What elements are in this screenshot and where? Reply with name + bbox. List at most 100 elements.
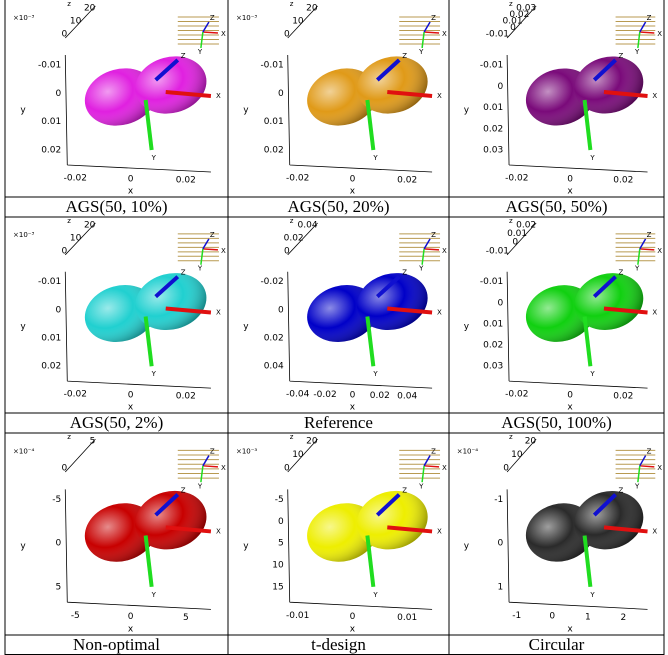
arrow-label: Y bbox=[372, 370, 378, 378]
panel: ×10⁻³20100z-5051015y-0.0100.01xXYZXYZ bbox=[236, 433, 447, 634]
arrow-label: Y bbox=[372, 154, 378, 162]
y-axis-label: y bbox=[20, 541, 26, 551]
scale-label: ×10⁻⁴ bbox=[13, 447, 34, 455]
y-tick-label: 0 bbox=[56, 539, 62, 549]
z-axis-label: z bbox=[509, 217, 513, 225]
arrow-label: X bbox=[652, 527, 657, 535]
x-tick-label: -5 bbox=[71, 611, 80, 621]
y-axis-label: y bbox=[20, 106, 26, 116]
inset-label: Z bbox=[210, 231, 215, 239]
y-tick-label: 0.03 bbox=[483, 146, 503, 156]
caption: Reference bbox=[304, 413, 373, 432]
x-tick-label: 0.02 bbox=[397, 176, 417, 186]
arrow-label: Z bbox=[181, 486, 186, 494]
caption: AGS(50, 2%) bbox=[70, 413, 164, 432]
inset-y bbox=[201, 249, 203, 265]
caption: AGS(50, 10%) bbox=[66, 197, 168, 216]
x-tick-label: 0.02 bbox=[176, 176, 196, 186]
y-tick-label: 10 bbox=[272, 561, 284, 571]
inset-label: Y bbox=[634, 265, 640, 273]
z-tick-label: -0.01 bbox=[486, 30, 509, 40]
inset-label: Y bbox=[418, 48, 424, 56]
y-tick-label: 15 bbox=[272, 582, 283, 592]
inset-y bbox=[638, 249, 640, 265]
x-tick-label: 0 bbox=[350, 391, 356, 401]
z-tick-label: 0 bbox=[284, 246, 290, 256]
arrow-label: Y bbox=[589, 370, 595, 378]
arrow-label: Y bbox=[151, 370, 157, 378]
x-tick-label: 0 bbox=[128, 391, 134, 401]
x-tick-label: 0.02 bbox=[613, 392, 633, 402]
x-tick-label: 0 bbox=[549, 612, 555, 622]
panel: 0.020.010-0.01z-0.0100.010.020.03y-0.020… bbox=[464, 217, 662, 413]
inset-label: Z bbox=[431, 231, 436, 239]
x-tick-label: 0 bbox=[350, 612, 356, 622]
x-tick-label: 0.04 bbox=[397, 392, 417, 402]
inset-x bbox=[424, 32, 439, 33]
x-tick-label: -0.02 bbox=[313, 390, 336, 400]
inset-label: Y bbox=[197, 265, 203, 273]
x-tick-label: 0 bbox=[567, 175, 573, 185]
z-axis-label: z bbox=[509, 0, 513, 8]
y-tick-label: 0 bbox=[56, 305, 62, 315]
y-tick-label: 0.04 bbox=[264, 362, 284, 372]
z-tick-label: 20 bbox=[84, 4, 96, 14]
inset-label: Z bbox=[210, 447, 215, 455]
x-tick-label: -0.02 bbox=[505, 390, 528, 400]
arrow-label: Z bbox=[181, 52, 186, 60]
inset-label: Z bbox=[210, 14, 215, 22]
z-axis-label: z bbox=[67, 217, 71, 225]
arrow-label: X bbox=[652, 309, 657, 317]
y-axis-label: y bbox=[243, 541, 249, 551]
y-tick-label: 0.03 bbox=[483, 362, 503, 372]
y-tick-label: -0.01 bbox=[480, 61, 503, 71]
inset-label: Z bbox=[647, 14, 652, 22]
page: {"panels": [ {"caption": "AGS(50, 10%)",… bbox=[0, 0, 668, 655]
arrow-label: X bbox=[216, 309, 221, 317]
z-tick-label: 20 bbox=[306, 4, 318, 14]
z-tick-label: 0 bbox=[284, 30, 290, 40]
y-tick-label: 0.01 bbox=[41, 334, 61, 344]
y-tick-label: 0 bbox=[497, 82, 503, 92]
z-tick-label: 0 bbox=[62, 30, 68, 40]
x-tick-label: -0.02 bbox=[505, 174, 528, 184]
x-axis-label: x bbox=[350, 187, 356, 197]
inset-x bbox=[424, 249, 439, 250]
inset-x bbox=[203, 466, 218, 467]
inset-y bbox=[201, 32, 203, 48]
z-tick-label: 20 bbox=[84, 220, 96, 230]
inset-x bbox=[640, 466, 655, 467]
x-tick-label: -0.02 bbox=[64, 390, 87, 400]
inset-label: Y bbox=[634, 48, 640, 56]
inset-label: X bbox=[442, 464, 447, 472]
inset-label: Y bbox=[197, 482, 203, 490]
x-tick-label: 5 bbox=[183, 613, 189, 623]
y-tick-label: -0.01 bbox=[38, 277, 61, 287]
inset-y bbox=[422, 466, 424, 482]
y-tick-label: 5 bbox=[56, 582, 62, 592]
inset-label: Z bbox=[431, 447, 436, 455]
z-tick-label: 0 bbox=[62, 246, 68, 256]
inset-label: X bbox=[442, 247, 447, 255]
y-tick-label: 1 bbox=[497, 582, 503, 592]
x-tick-label: 0.02 bbox=[370, 391, 390, 401]
x-axis-label: x bbox=[128, 403, 134, 413]
y-tick-label: -0.01 bbox=[260, 61, 283, 71]
arrow-label: Z bbox=[618, 486, 623, 494]
scale-label: ×10⁻³ bbox=[236, 14, 257, 22]
y-tick-label: -1 bbox=[494, 495, 503, 505]
y-tick-label: 0.02 bbox=[483, 124, 503, 134]
y-tick-label: 0.01 bbox=[483, 103, 503, 113]
arrow-label: Z bbox=[402, 486, 407, 494]
panel: ×10⁻⁴50z-505y-505xXYZXYZ bbox=[13, 433, 226, 634]
z-tick-label: 20 bbox=[306, 437, 318, 447]
z-tick-label: 10 bbox=[511, 450, 523, 460]
inset-label: Y bbox=[197, 48, 203, 56]
x-tick-label: -0.02 bbox=[64, 174, 87, 184]
y-tick-label: -5 bbox=[52, 495, 61, 505]
x-axis-label: x bbox=[128, 624, 134, 634]
y-tick-label: 0.01 bbox=[41, 117, 61, 127]
